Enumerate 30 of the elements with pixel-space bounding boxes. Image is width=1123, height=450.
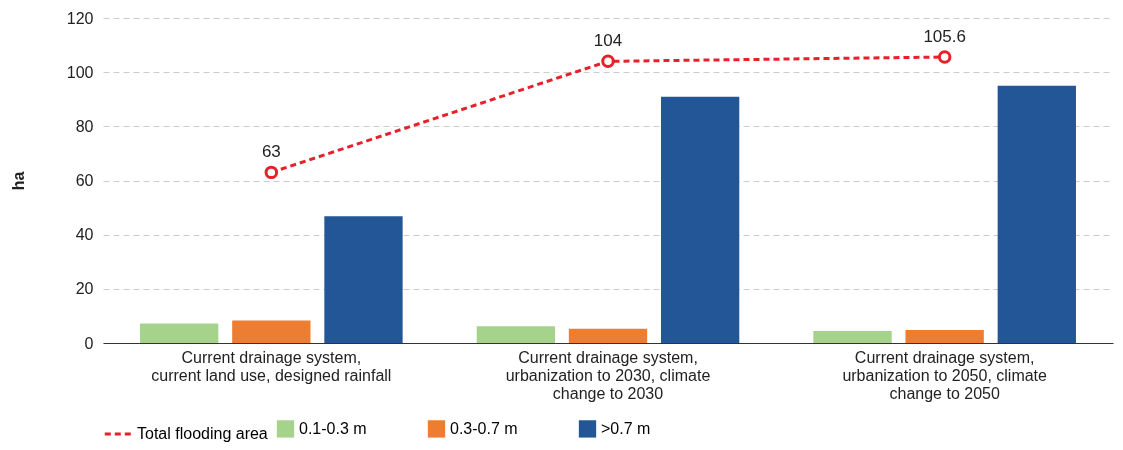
bar	[660, 96, 740, 343]
point	[264, 165, 279, 180]
y-tick-label: 120	[66, 9, 94, 27]
bar	[997, 85, 1076, 343]
y-tick-label: 0	[84, 334, 94, 352]
data-label: 105.6	[923, 27, 966, 46]
x-tick-label: Current drainage system, urbanization to 2030, climate change to 2030	[505, 348, 711, 402]
legend-label: 0.3-0.7 m	[450, 419, 518, 437]
bar	[813, 331, 892, 343]
y-tick-label: 60	[75, 172, 94, 189]
x-tick-label: Current drainage system, urbanization to 2050, climate change to 2050	[842, 348, 1048, 402]
bar	[905, 330, 984, 343]
point	[601, 54, 615, 69]
legend-label: 0.1-0.3 m	[299, 419, 367, 437]
legend-label: Total flooding area	[137, 425, 268, 442]
y-tick-label: 80	[75, 117, 94, 135]
y-axis-title: ha	[9, 171, 27, 191]
x-tick-label: Current drainage system, current land use, designed rainfall	[151, 348, 392, 384]
y-tick-label: 40	[75, 226, 94, 244]
point	[937, 50, 952, 64]
legend-label: >0.7 m	[601, 419, 651, 437]
y-tick-label: 20	[75, 280, 94, 298]
bar	[232, 320, 311, 343]
data-label: 63	[261, 142, 281, 162]
data-label: 104	[593, 31, 623, 51]
bar	[476, 326, 556, 343]
y-tick-label: 100	[66, 63, 94, 81]
bar	[324, 216, 403, 343]
bar	[140, 323, 219, 343]
bar	[568, 328, 648, 343]
